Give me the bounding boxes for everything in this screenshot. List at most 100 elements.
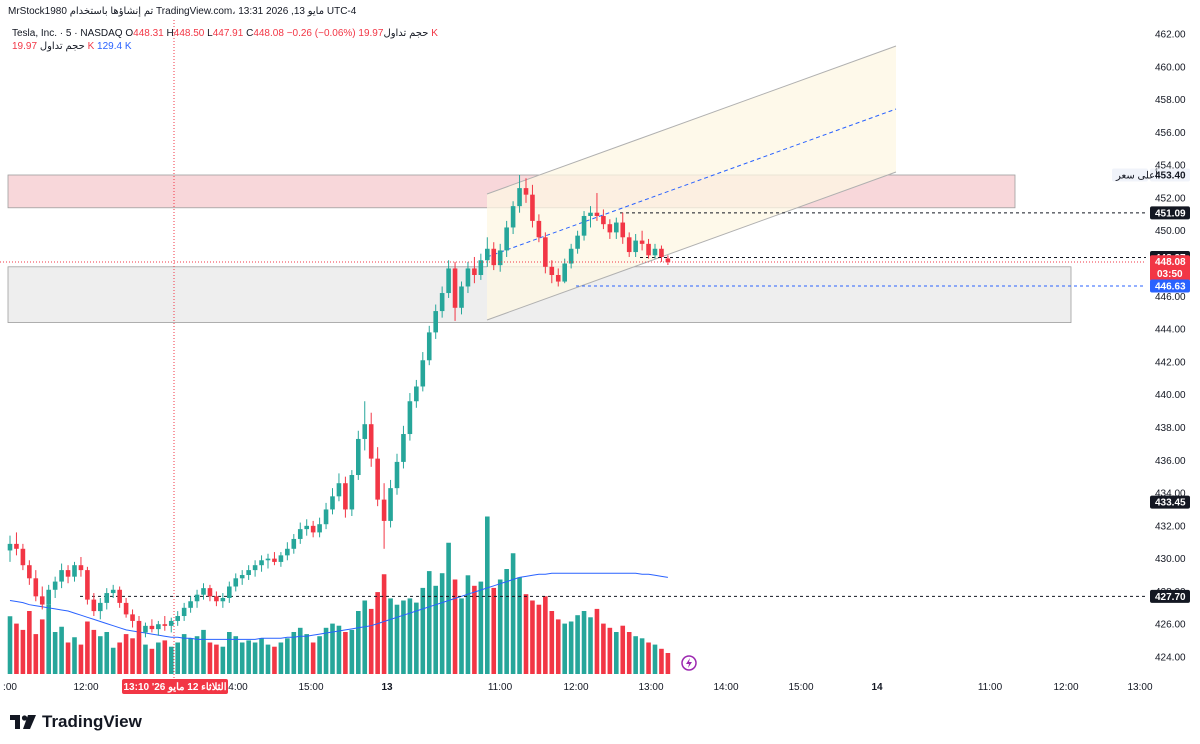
candle bbox=[407, 393, 413, 441]
candle-body bbox=[156, 624, 161, 630]
candle-body bbox=[310, 525, 316, 533]
volume-bar bbox=[123, 634, 129, 674]
candle bbox=[168, 617, 174, 633]
price-tag-value: 433.45 bbox=[1155, 498, 1186, 509]
candle-body bbox=[272, 558, 277, 562]
candle-body bbox=[633, 240, 638, 253]
candle bbox=[594, 193, 600, 221]
candle bbox=[310, 520, 316, 538]
volume-bar bbox=[259, 638, 264, 674]
candle bbox=[568, 243, 574, 269]
candle bbox=[110, 584, 116, 598]
candle-body bbox=[181, 607, 187, 617]
volume-bar bbox=[478, 581, 484, 674]
candle bbox=[485, 237, 490, 267]
price-tag-value: 446.63 bbox=[1155, 281, 1186, 292]
volume-bar bbox=[439, 573, 445, 674]
y-tick-label: 442.00 bbox=[1155, 357, 1186, 368]
candle bbox=[201, 583, 206, 600]
volume-bar bbox=[639, 638, 645, 674]
volume-bar bbox=[375, 592, 380, 674]
candle-body bbox=[52, 581, 58, 590]
volume-bar bbox=[304, 634, 309, 674]
low-value: 447.91 bbox=[212, 28, 244, 39]
lightning-icon[interactable] bbox=[681, 655, 697, 671]
candle bbox=[665, 255, 671, 266]
candle bbox=[46, 584, 51, 612]
horizontal-lines-layer bbox=[80, 212, 1146, 597]
candle-body bbox=[510, 206, 516, 228]
volume-bar bbox=[362, 600, 368, 674]
volume-bar bbox=[626, 632, 632, 674]
candle bbox=[446, 260, 451, 298]
volume-bar bbox=[91, 629, 97, 674]
volume-bar bbox=[620, 625, 626, 674]
candle bbox=[426, 325, 432, 366]
candle bbox=[252, 560, 258, 577]
volume-ma-line bbox=[9, 572, 668, 640]
volume-bar bbox=[633, 636, 638, 674]
volume-bar bbox=[459, 598, 464, 674]
volume-bar bbox=[181, 634, 187, 674]
tradingview-logo[interactable]: TradingView bbox=[10, 712, 142, 732]
volume-bar bbox=[278, 642, 284, 674]
x-tick-label: 15:00 bbox=[788, 682, 813, 693]
volume-bar bbox=[149, 648, 155, 674]
candle-body bbox=[7, 543, 13, 551]
candle bbox=[497, 243, 503, 272]
x-axis[interactable]: :00 12:00 4:00 15:00 13 11:00 12:00 13:00 14:00 1… bbox=[3, 679, 1153, 694]
volume-ma-value: 129.4 K bbox=[97, 41, 132, 52]
volume-bar bbox=[446, 542, 451, 674]
volume-bar bbox=[98, 636, 103, 674]
volume-bar bbox=[130, 638, 135, 674]
candle-body bbox=[491, 248, 497, 266]
symbol-legend[interactable]: Tesla, Inc. · 5 · NASDAQ O448.31 H448.50… bbox=[12, 28, 438, 39]
candle bbox=[575, 230, 580, 254]
candle-body bbox=[278, 555, 284, 562]
volume-bar bbox=[252, 642, 258, 674]
candle bbox=[633, 234, 638, 257]
volume-bar bbox=[568, 621, 574, 674]
candle-body bbox=[555, 275, 561, 282]
volume-bar bbox=[426, 571, 432, 674]
volume-legend[interactable]: حجم تداول 19.97 K 129.4 K bbox=[12, 41, 132, 52]
candle bbox=[214, 591, 219, 607]
x-tick-label: :00 bbox=[3, 682, 17, 693]
tradingview-logo-icon bbox=[10, 715, 36, 729]
y-tick-label: 462.00 bbox=[1155, 30, 1186, 41]
volume-bar bbox=[588, 617, 593, 674]
volume-bar bbox=[614, 632, 619, 674]
candle-body bbox=[459, 286, 464, 308]
candle-body bbox=[246, 570, 251, 576]
volume-indicator-label: حجم تداول bbox=[39, 41, 85, 52]
volume-bar bbox=[27, 611, 32, 674]
x-tick-label: 11:00 bbox=[488, 682, 513, 693]
open-label: O bbox=[125, 28, 134, 39]
candle-body bbox=[98, 602, 103, 612]
candle bbox=[7, 535, 13, 562]
candle-body bbox=[188, 601, 193, 608]
candle bbox=[659, 245, 664, 262]
candle bbox=[207, 584, 213, 602]
candle-body bbox=[581, 215, 587, 236]
x-crosshair-label-bg bbox=[122, 679, 228, 694]
price-tag: 446.63 bbox=[1150, 279, 1190, 293]
volume-bar bbox=[85, 621, 90, 674]
candle-body bbox=[420, 360, 426, 387]
candle-body bbox=[117, 589, 122, 603]
x-tick-label: 11:00 bbox=[978, 682, 1003, 693]
volume-bar bbox=[491, 587, 497, 674]
candle bbox=[336, 473, 342, 502]
volume-bar bbox=[220, 646, 226, 674]
volume-bar bbox=[65, 642, 71, 674]
candle bbox=[504, 220, 509, 257]
y-tick-label: 430.00 bbox=[1155, 554, 1186, 565]
volume-bar bbox=[504, 569, 509, 674]
candle bbox=[349, 470, 355, 517]
volume-bar bbox=[336, 625, 342, 674]
close-value: 448.08 bbox=[253, 28, 284, 39]
candle-body bbox=[407, 401, 413, 435]
